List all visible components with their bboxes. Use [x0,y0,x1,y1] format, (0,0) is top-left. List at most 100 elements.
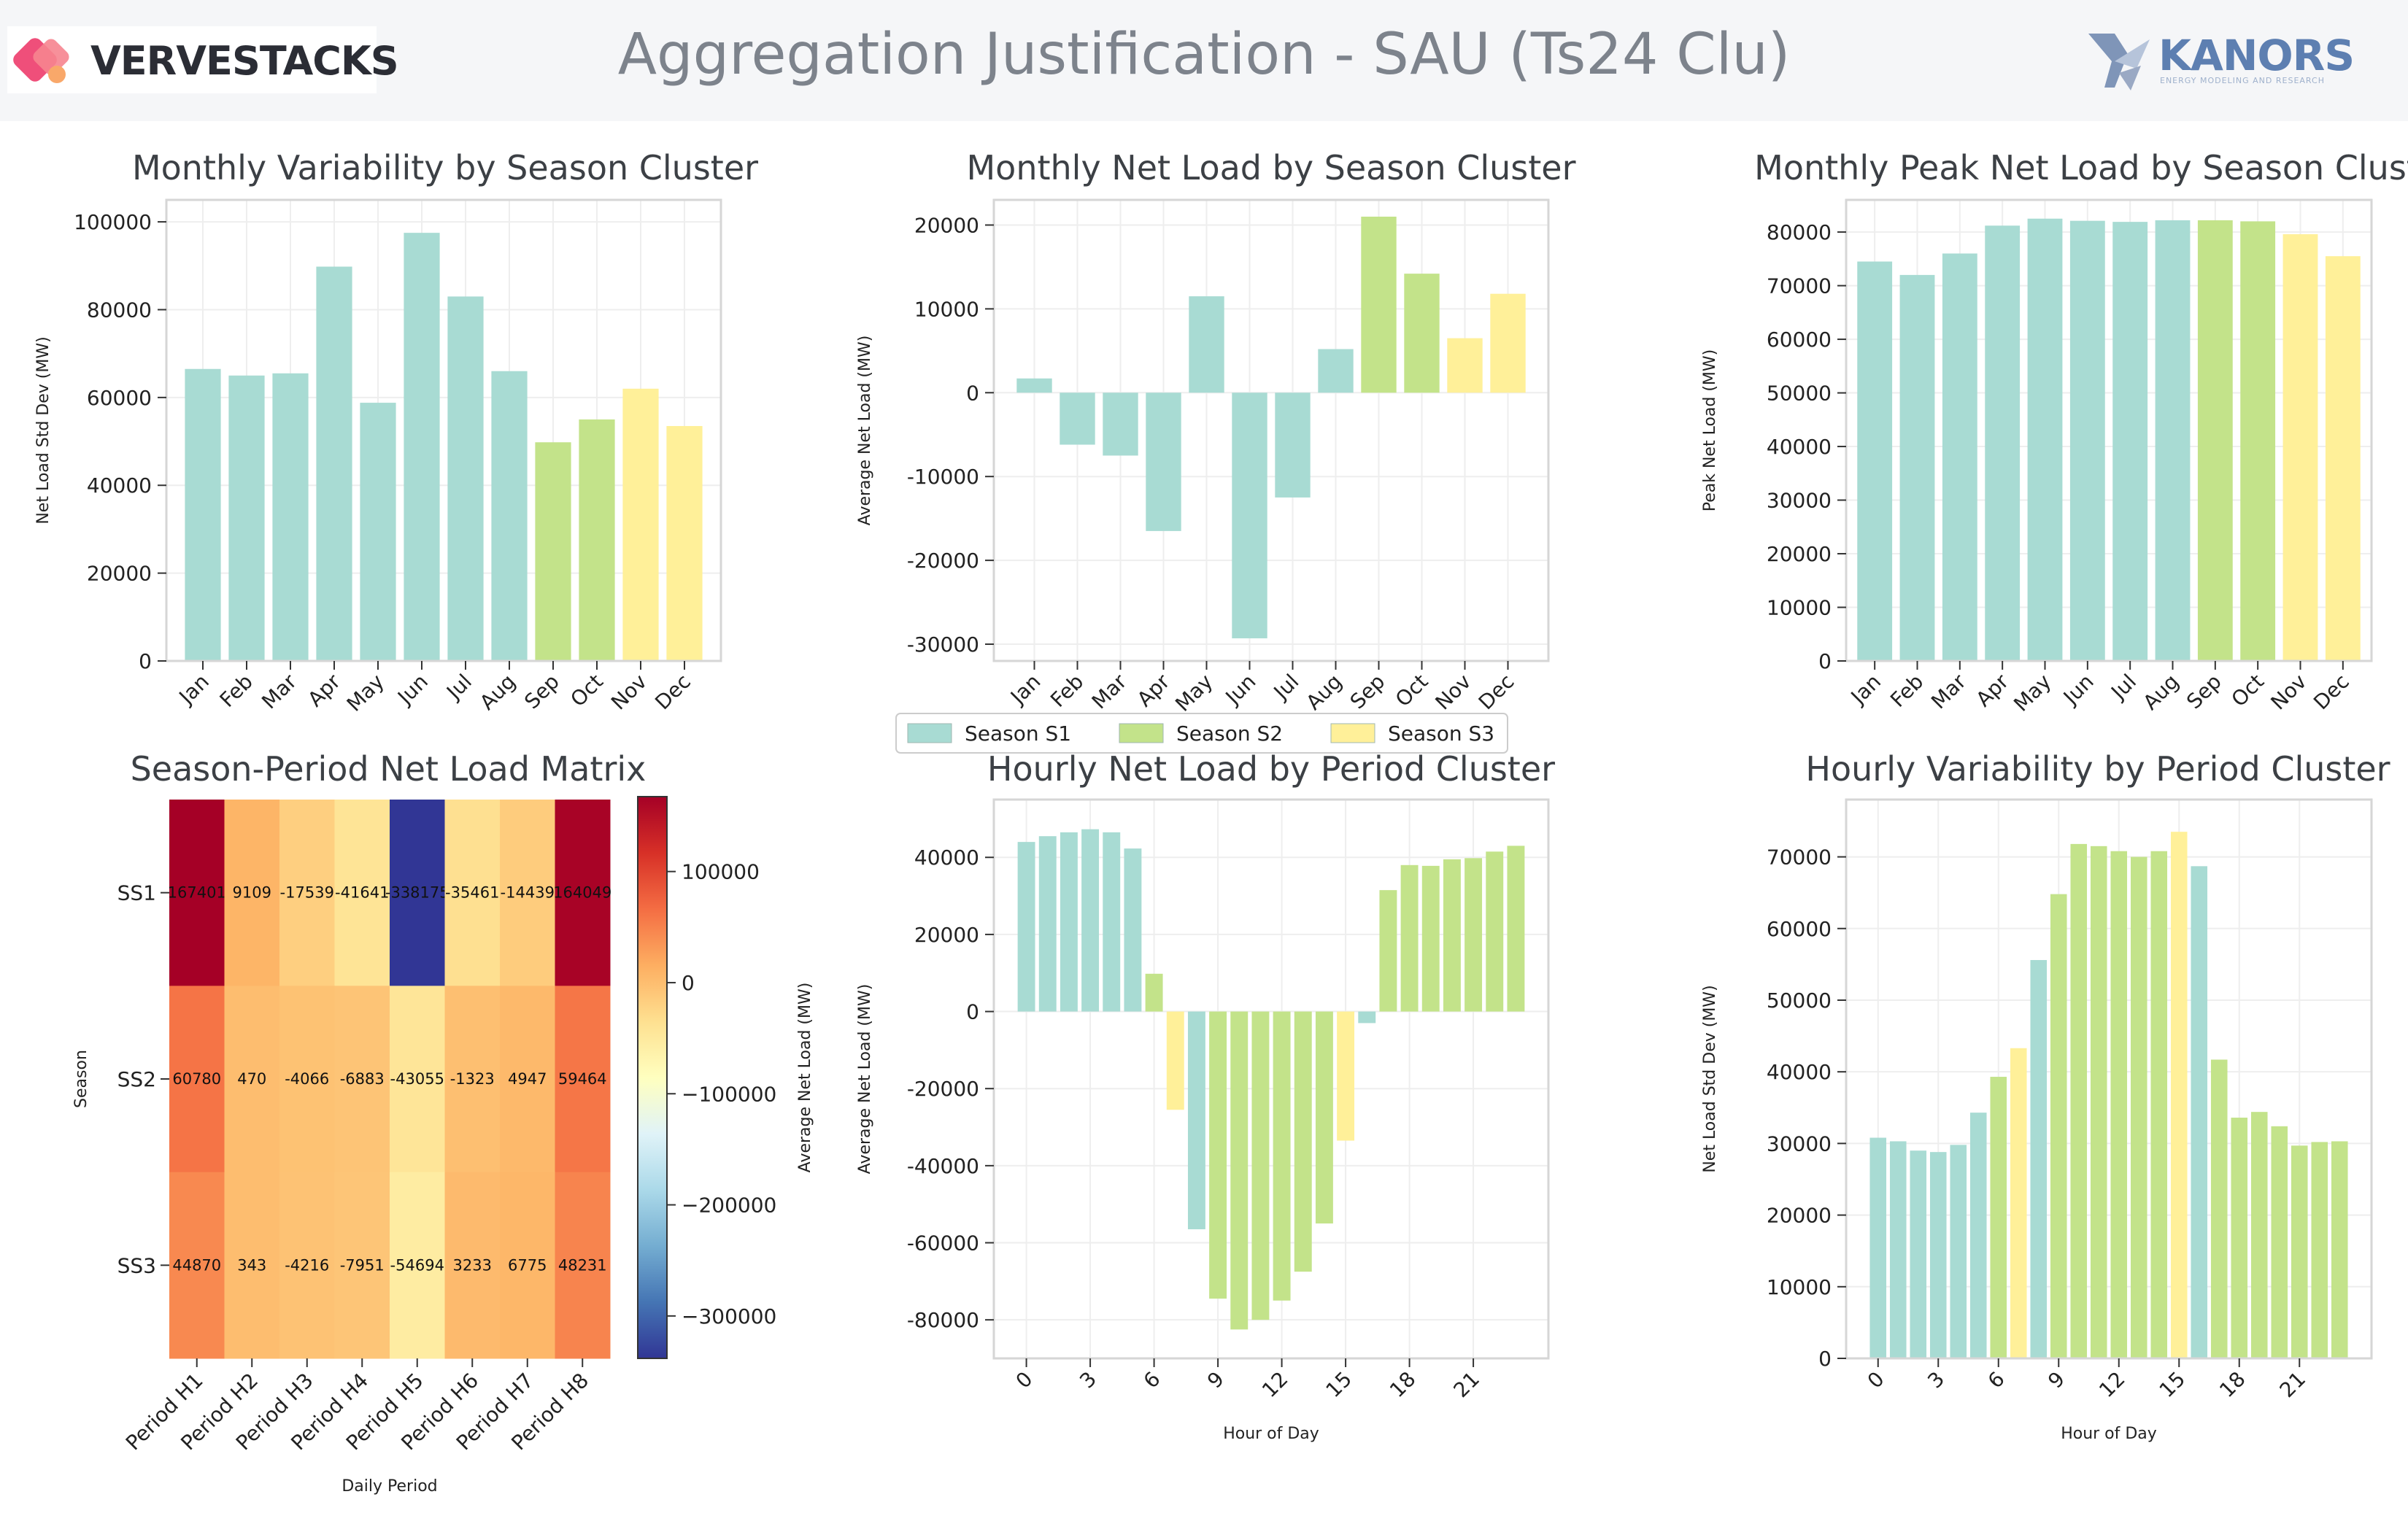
x-tick-label: Jun [1220,670,1261,711]
x-tick-label: May [2009,670,2056,716]
y-axis-label: Net Load Std Dev (MW) [34,336,53,524]
bar-12 [2110,851,2128,1358]
x-tick-label: Dec [2309,670,2354,715]
x-axis-label: Hour of Day [1223,1425,1319,1443]
heatmap-cell [334,986,390,1173]
heatmap-cell-value: -4066 [285,1070,329,1088]
heatmap-cell [279,800,335,986]
heatmap-cell-value: -17539 [280,884,334,902]
y-tick-label: 20000 [1767,542,1832,566]
y-tick-label: 60000 [1767,328,1832,352]
bar-10 [2070,843,2088,1358]
bar-apr [316,266,352,661]
y-tick-label: 80000 [1767,220,1832,244]
header-bar: VERVESTACKS Aggregation Justification - … [0,0,2408,121]
bar-jun [404,233,440,662]
vervestacks-logo-icon [13,38,69,83]
y-tick-label: -60000 [907,1231,979,1256]
colorbar-tick-label: −100000 [682,1082,776,1106]
x-tick-label: 9 [1203,1367,1229,1393]
bar-5 [1969,1113,1987,1358]
heatmap-cell [169,1172,225,1359]
y-tick-label: 40000 [1767,435,1832,459]
colorbar [637,796,668,1359]
heatmap-cell-value: 4947 [508,1070,547,1088]
y-tick-label: SS2 [117,1067,156,1091]
bar-6 [1990,1077,2007,1358]
bar-10 [1230,1011,1249,1330]
bar-20 [1443,859,1461,1012]
heatmap-cell [334,1172,390,1359]
y-tick-label: 10000 [1767,1275,1832,1299]
x-tick-label: 3 [1075,1367,1101,1393]
bar-13 [2130,856,2147,1358]
heatmap-cell [334,800,390,986]
bar-7 [2010,1048,2027,1358]
y-tick-label: SS3 [117,1253,156,1277]
heatmap-cell [500,1172,555,1359]
y-tick-label: 50000 [1767,382,1832,406]
bar-aug [1318,349,1354,393]
heatmap-cell [444,1172,501,1359]
y-tick-label: -20000 [907,549,979,573]
y-tick-label: 20000 [87,562,152,586]
x-tick-label: Dec [650,670,695,715]
bar-sep [1361,216,1397,393]
heatmap-cell [169,986,225,1173]
colorbar-tick-label: −200000 [682,1194,776,1218]
x-tick-label: 6 [1139,1367,1165,1393]
bar-mar [1942,253,1977,661]
bar-13 [1294,1011,1312,1272]
x-tick-label: Oct [1391,670,1433,712]
x-tick-label: Mar [1926,669,1971,713]
plot-frame [1845,798,2373,1360]
chart-title: Monthly Net Load by Season Cluster [966,148,1575,187]
heatmap-cell [279,986,335,1173]
chart-monthly-variability: Monthly Variability by Season Cluster 0 20… [34,148,758,716]
heatmap-cell-value: -338175 [385,884,449,902]
heatmap-cell-value: 59464 [558,1070,607,1088]
chart-title: Hourly Net Load by Period Cluster [987,749,1555,789]
x-tick-label: Sep [1346,670,1390,714]
bar-jan [1016,378,1052,393]
x-axis-label: Hour of Day [2061,1425,2157,1443]
heatmap-cell-value: -41641 [335,884,389,902]
x-tick-label: Aug [2138,670,2183,715]
bar-2 [1910,1150,1927,1358]
bar-9 [1209,1011,1227,1299]
bar-jan [1857,261,1893,662]
y-tick-label: -20000 [907,1077,979,1101]
bar-jun [1232,392,1267,638]
bar-dec [666,425,703,661]
y-axis-label: Season [72,1050,90,1108]
plot-frame [165,198,722,662]
x-tick-label: Jun [392,670,433,711]
bar-21 [2291,1145,2308,1358]
chart-monthly-net-load: Monthly Net Load by Season Cluster -30000… [856,148,1576,716]
heatmap-cell [444,986,501,1173]
bar-apr [1985,225,2021,661]
y-tick-label: -10000 [907,465,979,489]
bar-aug [2155,220,2191,661]
bar-16 [1358,1011,1376,1024]
y-tick-label: 80000 [87,298,152,322]
bar-5 [1124,848,1142,1012]
bar-17 [2210,1059,2228,1358]
x-tick-label: 3 [1923,1367,1949,1393]
x-tick-label: Feb [1886,670,1928,712]
heatmap-cell-value: 167401 [168,884,226,902]
heatmap-cell-value: 343 [237,1256,266,1274]
heatmap-cell-value: -54694 [390,1256,444,1274]
plot-frame [992,798,1550,1360]
y-axis-label: Average Net Load (MW) [856,336,874,526]
y-tick-label: 60000 [87,386,152,410]
bar-jul [2112,222,2148,661]
legend-swatch [907,723,952,743]
bar-apr [1146,392,1181,531]
y-tick-label: 70000 [1767,846,1832,870]
plot-frame [992,198,1550,662]
bar-20 [2271,1126,2288,1358]
legend-label: Season S3 [1388,721,1494,746]
bar-feb [228,375,265,661]
x-tick-label: Nov [1430,670,1475,715]
